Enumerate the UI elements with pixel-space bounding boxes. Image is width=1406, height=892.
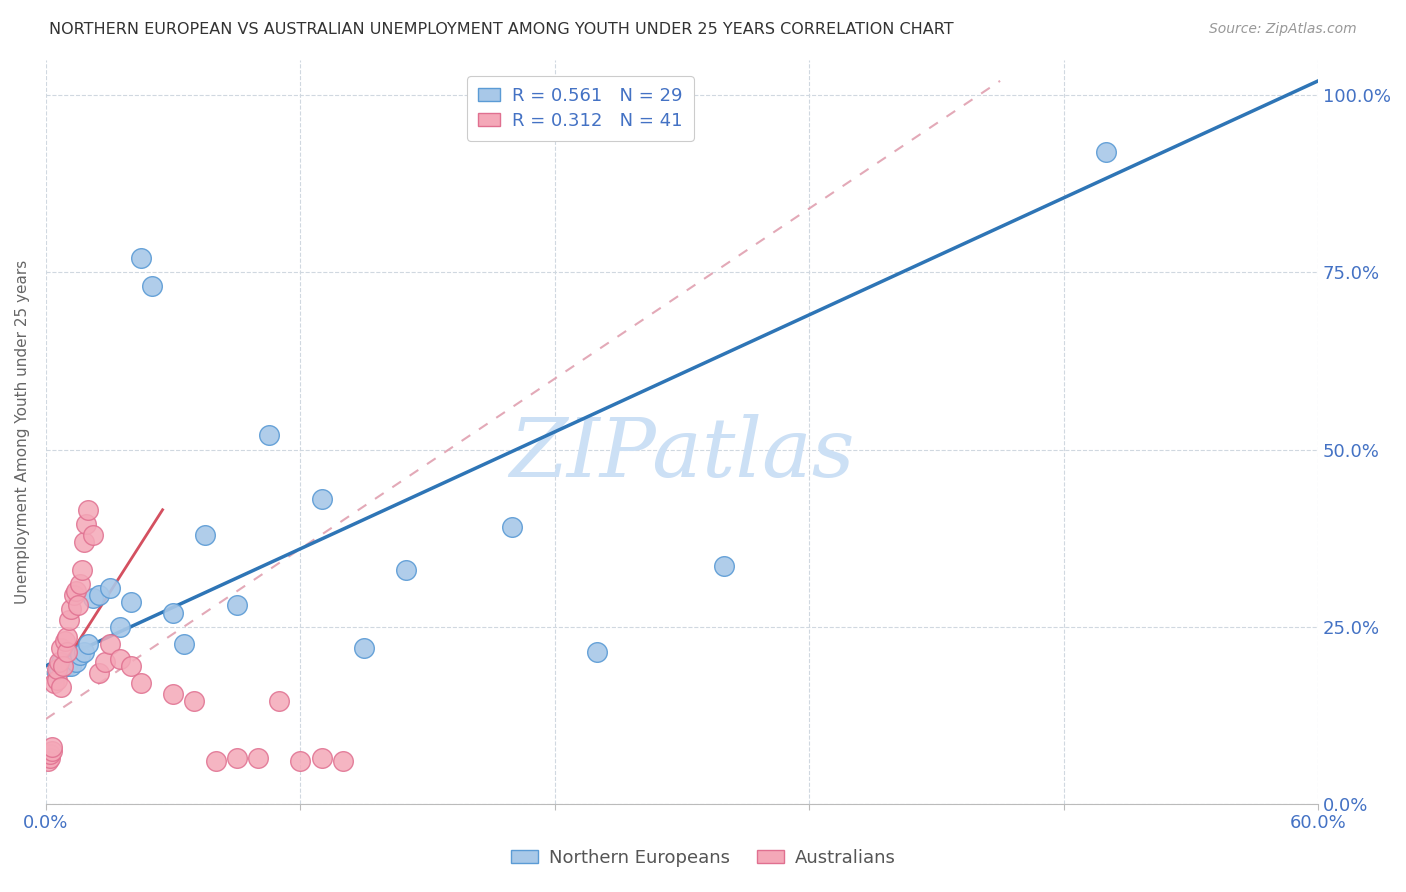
Point xyxy=(39,751,62,765)
Point xyxy=(94,655,117,669)
Point xyxy=(48,655,70,669)
Point xyxy=(98,638,121,652)
Point xyxy=(194,527,217,541)
Point xyxy=(246,751,269,765)
Point xyxy=(65,655,87,669)
Point xyxy=(1095,145,1118,159)
Point xyxy=(141,279,163,293)
Point xyxy=(586,644,609,658)
Legend: Northern Europeans, Australians: Northern Europeans, Australians xyxy=(503,842,903,874)
Point xyxy=(225,599,247,613)
Point xyxy=(353,640,375,655)
Point xyxy=(183,694,205,708)
Point xyxy=(98,581,121,595)
Point xyxy=(39,747,62,762)
Point xyxy=(41,740,63,755)
Point xyxy=(70,563,93,577)
Point xyxy=(53,634,76,648)
Point xyxy=(60,602,83,616)
Point xyxy=(257,428,280,442)
Point xyxy=(48,662,70,676)
Point xyxy=(131,676,153,690)
Point xyxy=(131,251,153,265)
Point xyxy=(75,516,97,531)
Text: Source: ZipAtlas.com: Source: ZipAtlas.com xyxy=(1209,22,1357,37)
Point xyxy=(49,680,72,694)
Point xyxy=(290,755,312,769)
Point xyxy=(77,638,100,652)
Point xyxy=(69,577,91,591)
Point xyxy=(73,534,96,549)
Point xyxy=(713,559,735,574)
Point xyxy=(82,527,104,541)
Point xyxy=(52,658,75,673)
Point xyxy=(162,687,184,701)
Point xyxy=(56,658,79,673)
Point xyxy=(56,631,79,645)
Point xyxy=(45,662,67,676)
Point xyxy=(66,599,89,613)
Y-axis label: Unemployment Among Youth under 25 years: Unemployment Among Youth under 25 years xyxy=(15,260,30,604)
Text: ZIPatlas: ZIPatlas xyxy=(509,414,855,494)
Point xyxy=(73,644,96,658)
Point xyxy=(225,751,247,765)
Legend: R = 0.561   N = 29, R = 0.312   N = 41: R = 0.561 N = 29, R = 0.312 N = 41 xyxy=(467,76,693,141)
Point xyxy=(162,606,184,620)
Text: NORTHERN EUROPEAN VS AUSTRALIAN UNEMPLOYMENT AMONG YOUTH UNDER 25 YEARS CORRELAT: NORTHERN EUROPEAN VS AUSTRALIAN UNEMPLOY… xyxy=(49,22,953,37)
Point xyxy=(120,658,142,673)
Point xyxy=(204,755,226,769)
Point xyxy=(56,644,79,658)
Point xyxy=(269,694,291,708)
Point xyxy=(45,665,67,680)
Point xyxy=(45,673,67,687)
Point xyxy=(65,584,87,599)
Point xyxy=(37,755,59,769)
Point xyxy=(52,658,75,673)
Point xyxy=(49,640,72,655)
Point xyxy=(77,502,100,516)
Point xyxy=(69,648,91,662)
Point xyxy=(173,638,195,652)
Point xyxy=(62,588,84,602)
Point xyxy=(44,676,66,690)
Point xyxy=(49,655,72,669)
Point xyxy=(60,658,83,673)
Point xyxy=(332,755,354,769)
Point xyxy=(58,613,80,627)
Point xyxy=(108,620,131,634)
Point xyxy=(395,563,418,577)
Point xyxy=(501,520,523,534)
Point xyxy=(41,744,63,758)
Point xyxy=(311,492,333,507)
Point xyxy=(87,588,110,602)
Point xyxy=(120,595,142,609)
Point xyxy=(311,751,333,765)
Point xyxy=(108,651,131,665)
Point xyxy=(87,665,110,680)
Point xyxy=(82,591,104,606)
